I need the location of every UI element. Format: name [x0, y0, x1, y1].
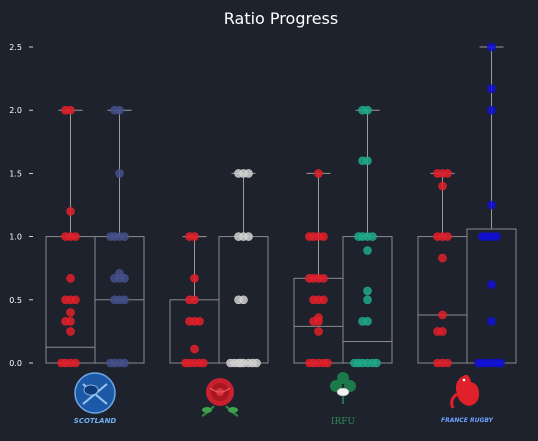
- england-right-point: [234, 232, 243, 241]
- england-left-point: [195, 316, 204, 326]
- france-rooster-logo: FRANCE RUGBY: [441, 374, 494, 424]
- scotland-right-point: [120, 295, 129, 305]
- ireland-left-point: [314, 169, 323, 178]
- england-left-point: [190, 344, 199, 354]
- scotland-logo: SCOTLAND: [74, 372, 117, 425]
- ireland-left-point: [319, 274, 328, 283]
- scotland-left-point: [66, 327, 75, 336]
- ireland-left-point: [305, 274, 314, 283]
- england-right-point: [226, 358, 235, 368]
- ireland-right-point: [363, 286, 372, 296]
- france-left-point: [433, 169, 442, 178]
- france-left-point: [443, 358, 452, 368]
- france-left-point: [443, 169, 452, 178]
- ireland-right-point: [372, 358, 381, 368]
- scotland-left-point: [66, 308, 75, 317]
- england-left-point: [199, 358, 208, 368]
- ireland-left-point: [305, 358, 314, 368]
- scotland-left-point: [66, 207, 75, 216]
- ireland-right-point: [368, 232, 377, 241]
- scotland-right-point: [110, 105, 119, 115]
- ireland-right-point: [358, 316, 367, 326]
- scotland-left-point: [61, 316, 70, 326]
- ireland-right-point: [358, 156, 367, 166]
- scotland-left-point: [57, 358, 66, 368]
- points-layer: [57, 42, 505, 368]
- france-left-point: [433, 232, 442, 241]
- y-tick-label: 0.5: [9, 296, 22, 305]
- ireland-right-point: [363, 295, 372, 305]
- scotland-left-point: [61, 295, 70, 305]
- france-left-point: [443, 232, 452, 241]
- scotland-right-point: [120, 274, 129, 283]
- france-right-point: [487, 200, 496, 210]
- france-left-point: [438, 253, 447, 263]
- france-left-point: [433, 358, 442, 368]
- scotland-left-point: [71, 358, 80, 368]
- ireland-left-point: [305, 232, 314, 241]
- france-left-point: [433, 327, 442, 336]
- england-right-point: [244, 232, 253, 241]
- scotland-right-point: [106, 232, 115, 241]
- france-left-point: [438, 181, 447, 191]
- ireland-left-point: [309, 316, 318, 326]
- scotland-right-point: [120, 358, 129, 368]
- ireland-right-point: [354, 232, 363, 241]
- england-left-point: [185, 316, 194, 326]
- england-left-point: [185, 232, 194, 241]
- y-tick-label: 1.5: [9, 169, 22, 178]
- ireland-left-point: [314, 327, 323, 336]
- scotland-left-point: [71, 232, 80, 241]
- scotland-left-point: [66, 274, 75, 283]
- chart-title: Ratio Progress: [224, 9, 338, 28]
- france-left-point: [438, 310, 447, 320]
- scotland-left-point: [71, 295, 80, 305]
- france-right-point: [474, 358, 483, 368]
- france-right-point: [487, 105, 496, 115]
- france-right-point: [487, 84, 496, 94]
- y-tick-label: 2.5: [9, 43, 22, 52]
- france-logo-text: FRANCE RUGBY: [441, 417, 494, 424]
- scotland-left-point: [61, 105, 70, 115]
- scotland-right-point: [120, 232, 129, 241]
- scotland-right-point: [106, 358, 115, 368]
- england-right-point: [236, 358, 245, 368]
- england-left-box: [169, 299, 220, 364]
- england-left-point: [185, 295, 194, 305]
- england-right-point: [234, 295, 243, 305]
- france-right-box: [466, 228, 517, 364]
- england-right-point: [244, 169, 253, 178]
- france-right-point: [496, 358, 505, 368]
- ireland-logo-text: IRFU: [331, 417, 356, 427]
- england-right-point: [252, 358, 261, 368]
- england-right-point: [234, 169, 243, 178]
- ireland-left-point: [309, 295, 318, 305]
- y-tick-label: 1.0: [9, 233, 22, 242]
- france-right-point: [487, 42, 496, 52]
- scotland-logo-text: SCOTLAND: [74, 417, 117, 425]
- france-right-point: [478, 232, 487, 241]
- ireland-right-point: [363, 246, 372, 255]
- ireland-left-point: [319, 232, 328, 241]
- y-tick-label: 2.0: [9, 106, 22, 115]
- ireland-left-point: [319, 295, 328, 305]
- scotland-left-point: [61, 232, 70, 241]
- scotland-right-point: [110, 274, 119, 283]
- france-right-point: [492, 232, 501, 241]
- france-right-point: [487, 316, 496, 326]
- ireland-right-point: [350, 358, 359, 368]
- ireland-left-point: [323, 358, 332, 368]
- england-left-point: [190, 274, 199, 283]
- france-right-point: [487, 280, 496, 289]
- scotland-right-point: [110, 295, 119, 305]
- england-left-point: [181, 358, 190, 368]
- y-axis: 0.0 0.5 1.0 1.5 2.0 2.5: [9, 43, 33, 368]
- ireland-shamrock-logo: IRFU: [330, 372, 356, 427]
- england-rose-logo: [201, 378, 239, 417]
- scotland-right-point: [115, 169, 124, 178]
- y-tick-label: 0.0: [9, 359, 22, 368]
- ireland-right-point: [358, 105, 367, 115]
